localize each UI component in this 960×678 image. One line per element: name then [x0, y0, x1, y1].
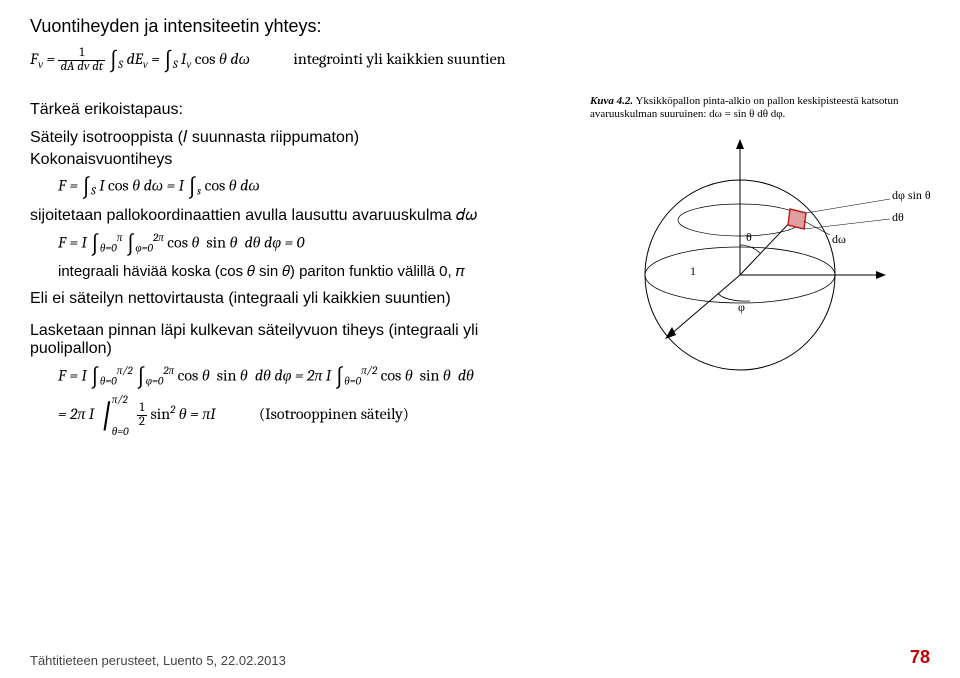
fig-label-dtheta: dθ: [892, 210, 904, 224]
sphere-diagram: 1 θ φ dω dφ sin θ dθ: [590, 125, 940, 385]
equation-2: F = ∫S I cos θ dω = I ∫s cos θ dω: [58, 175, 550, 201]
equation-1: Fν = 1dA dν dt ∫S dEν = ∫S Iν cos θ dω i…: [30, 47, 550, 75]
isotropic-note: (Isotrooppinen säteily): [259, 405, 409, 423]
equation-4: F = I ∫θ=0π/2 ∫φ=02π cos θ sin θ dθ dφ =…: [58, 364, 550, 391]
half-sphere-line: Lasketaan pinnan läpi kulkevan säteilyvu…: [30, 322, 550, 358]
isotropic-line: Säteily isotrooppista (𝐼 suunnasta riipp…: [30, 129, 550, 147]
vanish-note: integraali häviää koska (cos 𝜃 sin 𝜃) pa…: [58, 263, 550, 280]
page-number: 78: [910, 647, 930, 668]
fig-label-one: 1: [690, 264, 696, 278]
fig-label-dphisin: dφ sin θ: [892, 188, 931, 202]
eq1-note: integrointi yli kaikkien suuntien: [293, 50, 505, 68]
fig-label-domega: dω: [832, 232, 846, 246]
figure-area: Kuva 4.2. Yksikköpallon pinta-alkio on p…: [590, 95, 940, 385]
fig-label-phi: φ: [738, 300, 745, 314]
footer-text: Tähtitieteen perusteet, Luento 5, 22.02.…: [30, 653, 286, 668]
total-flux-label: Kokonaisvuontiheys: [30, 151, 550, 169]
title: Vuontiheyden ja intensiteetin yhteys:: [30, 16, 550, 37]
figure-caption-bold: Kuva 4.2.: [590, 95, 633, 107]
eq3-result: = 0: [281, 233, 304, 251]
no-net-flux: Eli ei säteilyn nettovirtausta (integraa…: [30, 290, 550, 308]
figure-caption: Kuva 4.2. Yksikköpallon pinta-alkio on p…: [590, 95, 940, 121]
equation-3: F = I ∫θ=0π ∫φ=02π cos θ sin θ dθ dφ = 0: [58, 231, 550, 258]
equation-5: = 2π I | π/2 θ=0 12 sin2 θ = πI (Isotroo…: [58, 397, 550, 434]
special-case-heading: Tärkeä erikoistapaus:: [30, 101, 550, 119]
substitute-line: sijoitetaan pallokoordinaattien avulla l…: [30, 207, 550, 225]
figure-caption-rest: Yksikköpallon pinta-alkio on pallon kesk…: [590, 95, 898, 120]
fig-label-theta: θ: [746, 230, 752, 244]
